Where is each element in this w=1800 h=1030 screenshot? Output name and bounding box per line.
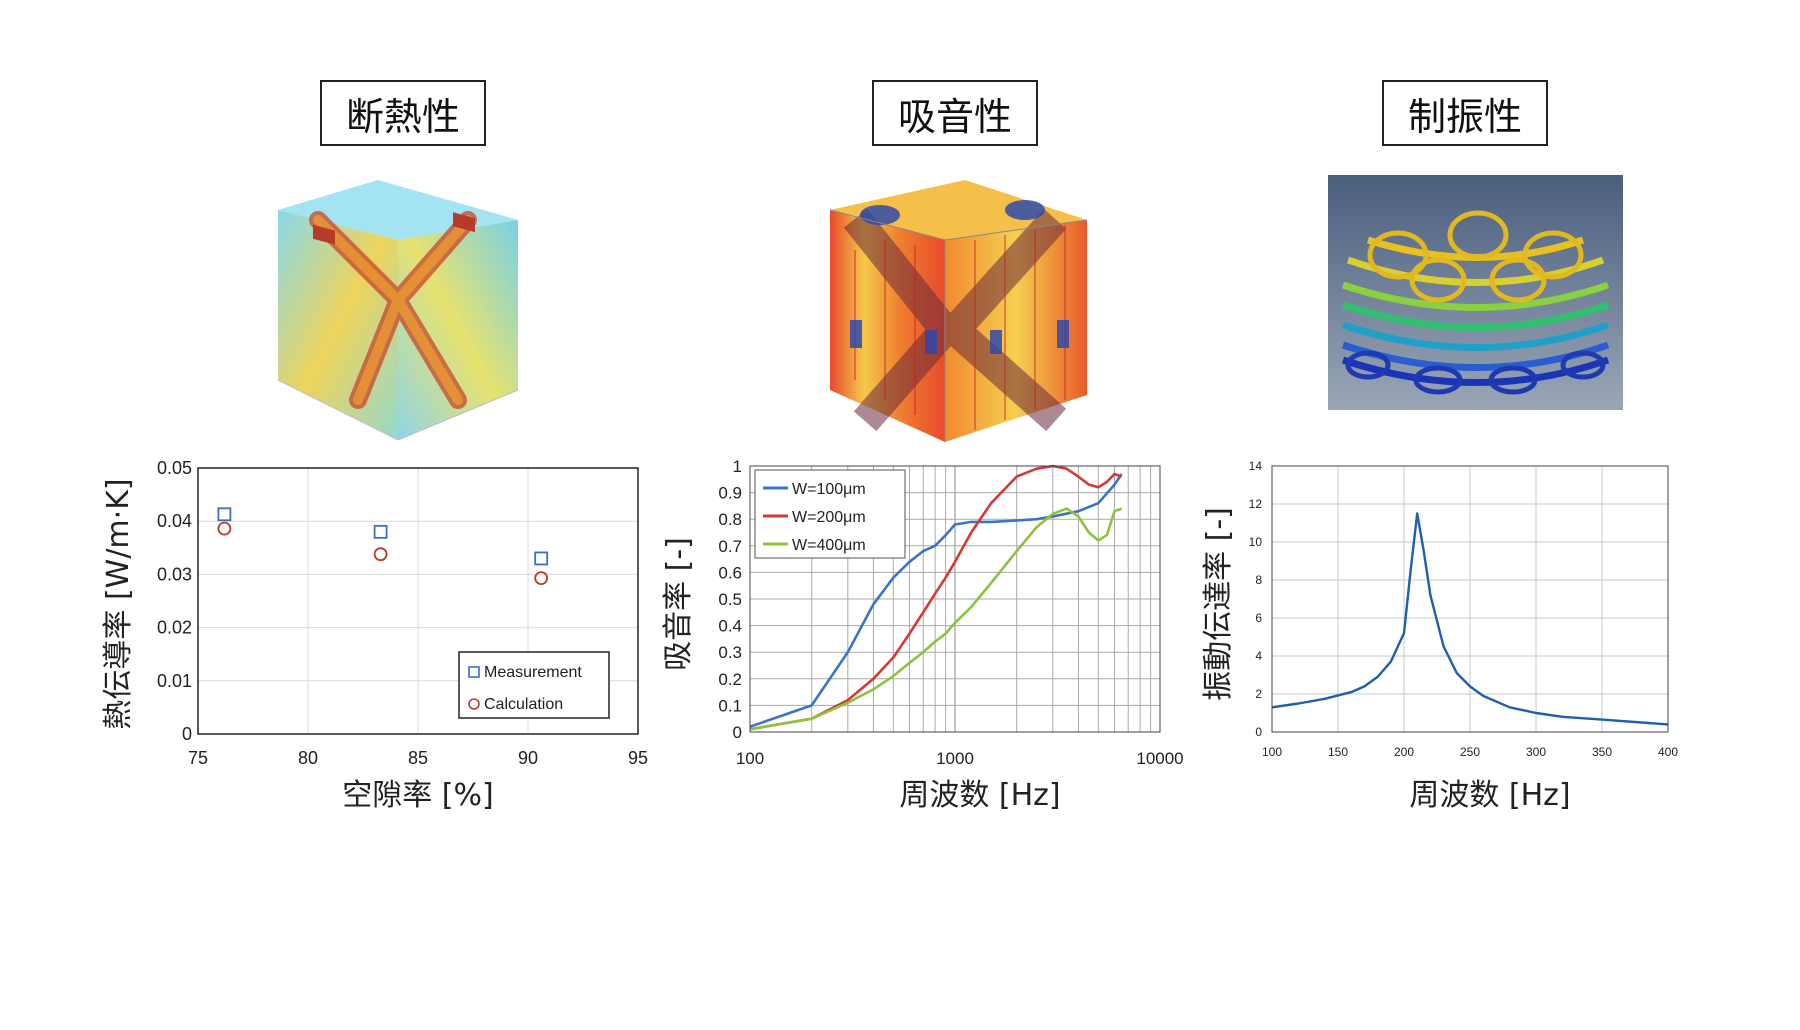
y-tick-label: 0.01: [157, 671, 192, 691]
y-axis-title: 吸音率 [-]: [661, 537, 696, 671]
legend-calculation-marker: [468, 698, 480, 710]
x-tick-label: 90: [518, 748, 538, 768]
plot-frame: [1271, 465, 1669, 733]
y-tick-label: 0.3: [718, 643, 742, 662]
calculation-point: [217, 521, 232, 536]
x-tick-label: 95: [628, 748, 648, 768]
y-tick-label: 0.03: [157, 564, 192, 584]
thermal-conductivity-chart: 75 80 85 90 95 0 0.01 0.02 0.03 0.04 0.05 Measurem…: [101, 458, 648, 813]
y-tick-label: 10: [1249, 535, 1263, 549]
chart-legend: Measurement Calculation: [458, 651, 610, 719]
y-tick-label: 0.05: [157, 458, 192, 478]
x-tick-label: 350: [1592, 745, 1612, 759]
legend-w100-label: W=100μm: [792, 481, 866, 498]
y-tick-label: 0: [182, 724, 192, 744]
calculation-point: [373, 547, 388, 562]
panel-title-insulation: 断熱性: [320, 80, 486, 146]
x-tick-label: 75: [188, 748, 208, 768]
legend-w200-label: W=200μm: [792, 509, 866, 526]
series-line-1: [749, 473, 1123, 728]
x-tick-label: 80: [298, 748, 318, 768]
series-line-2: [749, 464, 1123, 731]
y-tick-label: 12: [1249, 497, 1263, 511]
measurement-point: [217, 507, 232, 522]
x-tick-label: 400: [1658, 745, 1678, 759]
acoustic-simulation-cube-image: [829, 180, 1088, 442]
measurement-point: [373, 524, 388, 539]
y-tick-label: 8: [1255, 573, 1262, 587]
y-tick-label: 2: [1255, 687, 1262, 701]
vibration-simulation-lattice-image: [1328, 175, 1623, 410]
y-tick-label: 0.7: [718, 537, 742, 556]
y-tick-label: 0.6: [718, 563, 742, 582]
y-tick-label: 0.9: [718, 484, 742, 503]
calculation-point: [534, 571, 549, 586]
y-tick-label: 0.02: [157, 618, 192, 638]
panel-title-sound-absorption: 吸音性: [872, 80, 1038, 146]
y-axis-title: 熱伝導率 [W/m·K]: [101, 478, 136, 729]
y-tick-label: 0.4: [718, 617, 742, 636]
y-axis-title: 振動伝達率 [-]: [1201, 507, 1236, 701]
y-tick-label: 0.1: [718, 696, 742, 715]
x-tick-label: 300: [1526, 745, 1546, 759]
transmissibility-line: [1271, 512, 1669, 726]
x-tick-label: 85: [408, 748, 428, 768]
y-tick-label: 0.8: [718, 510, 742, 529]
y-tick-label: 1: [733, 457, 742, 476]
x-tick-label: 250: [1460, 745, 1480, 759]
plot-frame: [749, 465, 1161, 733]
y-tick-label: 0.04: [157, 511, 192, 531]
y-tick-label: 0.5: [718, 590, 742, 609]
x-axis-title: 周波数 [Hz]: [899, 778, 1060, 813]
chart-legend: W=100μm W=200μm W=400μm: [754, 469, 906, 559]
x-axis-title: 空隙率 [%]: [342, 778, 493, 813]
y-tick-label: 0: [1255, 725, 1262, 739]
thermal-simulation-cube-image: [277, 180, 519, 441]
x-tick-label: 200: [1394, 745, 1414, 759]
measurement-point: [534, 551, 549, 566]
legend-measurement-marker: [468, 666, 480, 678]
y-tick-label: 6: [1255, 611, 1262, 625]
legend-w400-label: W=400μm: [792, 537, 866, 554]
vibration-transmissibility-chart: 100 150 200 250 300 350 400 0 2 4 6 8 10 12 14 周波数 [Hz…: [1201, 459, 1678, 813]
x-tick-label: 100: [736, 749, 764, 768]
y-tick-label: 0: [733, 723, 742, 742]
x-axis-title: 周波数 [Hz]: [1409, 778, 1570, 813]
y-tick-label: 4: [1255, 649, 1262, 663]
sound-absorption-chart: 0 0.1 0.2 0.3 0.4 0.5 0.6 0.7 0.8 0.9 1 100 1000 1000…: [661, 457, 1184, 813]
x-tick-label: 150: [1328, 745, 1348, 759]
x-tick-label: 1000: [936, 749, 974, 768]
panel-title-vibration-damping: 制振性: [1382, 80, 1548, 146]
legend-calculation-label: Calculation: [484, 696, 563, 713]
x-tick-label: 10000: [1136, 749, 1183, 768]
x-tick-label: 100: [1262, 745, 1282, 759]
legend-measurement-label: Measurement: [484, 664, 582, 681]
series-line-3: [749, 507, 1123, 731]
y-tick-label: 14: [1249, 459, 1263, 473]
y-tick-label: 0.2: [718, 670, 742, 689]
plot-frame: [197, 467, 639, 735]
